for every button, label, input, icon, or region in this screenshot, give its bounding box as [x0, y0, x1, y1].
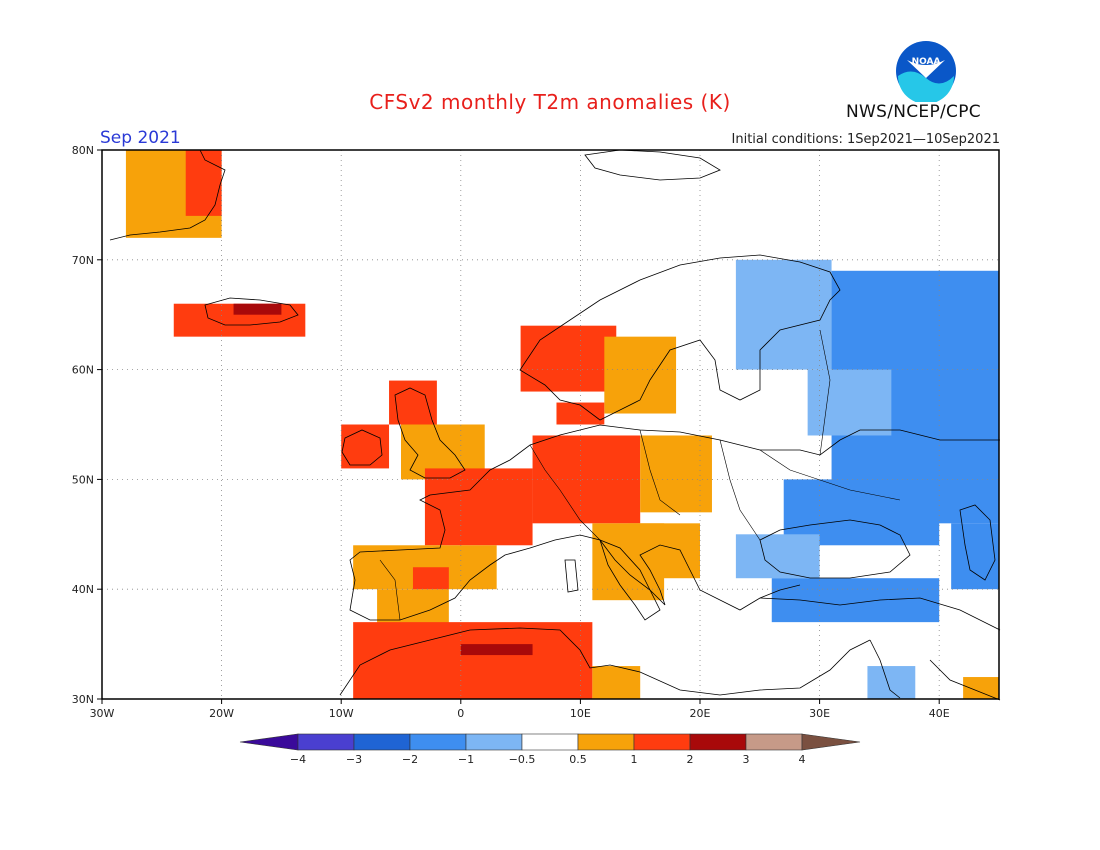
- colorbar-segment: [297, 733, 355, 751]
- noaa-logo-text: NOAA: [912, 57, 941, 67]
- agency-label: NWS/NCEP/CPC: [846, 102, 981, 122]
- colorbar-tick-label: −4: [290, 753, 306, 766]
- anomaly-cell-25: [735, 534, 820, 579]
- anomaly-cell-27: [951, 523, 999, 590]
- anomaly-cell-8: [604, 336, 677, 414]
- colorbar-tick-label: 0.5: [569, 753, 587, 766]
- map-title: CFSv2 monthly T2m anomalies (K): [369, 90, 731, 114]
- anomaly-cells: [125, 150, 999, 699]
- anomaly-cell-21: [735, 259, 832, 370]
- anomaly-cell-29: [963, 677, 999, 699]
- colorbar-segment: [745, 733, 803, 751]
- colorbar-min-arrow: [239, 733, 299, 751]
- colorbar-tick-label: 1: [631, 753, 638, 766]
- anomaly-cell-15: [412, 567, 449, 590]
- colorbar: −4 −3 −2 −1 −0.5 0.5 1 2 3 4: [239, 733, 861, 766]
- colorbar-tick-label: 4: [799, 753, 806, 766]
- colorbar-tick-label: −1: [458, 753, 474, 766]
- lat-tick-label: 50N: [72, 473, 94, 486]
- colorbar-tick-label: −2: [402, 753, 418, 766]
- lat-tick-label: 60N: [72, 364, 94, 377]
- colorbar-tick-label: −3: [346, 753, 362, 766]
- colorbar-segment: [689, 733, 747, 751]
- colorbar-max-arrow: [801, 733, 861, 751]
- month-label: Sep 2021: [100, 128, 181, 148]
- anomaly-cell-23: [807, 369, 892, 436]
- colorbar-segment: [409, 733, 467, 751]
- colorbar-segment: [633, 733, 691, 751]
- lat-tick-label: 40N: [72, 583, 94, 596]
- lon-tick-label: 20E: [690, 707, 711, 720]
- lon-tick-label: 40E: [929, 707, 950, 720]
- colorbar-tick-label: 3: [743, 753, 750, 766]
- initial-conditions-label: Initial conditions: 1Sep2021—10Sep2021: [731, 132, 1000, 147]
- anomaly-cell-17: [628, 523, 700, 579]
- lon-tick-label: 10W: [329, 707, 354, 720]
- lat-tick-label: 80N: [72, 144, 94, 157]
- anomaly-cell-4: [389, 380, 437, 425]
- lon-tick-label: 20W: [209, 707, 234, 720]
- anomaly-cell-18: [353, 622, 593, 699]
- axis-ticks: 30N 40N 50N 60N 70N 80N 30W 20W 10W 0 10E 20E 30E 40E: [72, 144, 950, 720]
- anomaly-cell-10: [424, 468, 533, 546]
- anomaly-cell-20: [592, 666, 641, 699]
- anomaly-cell-11: [532, 435, 641, 524]
- lat-tick-label: 30N: [72, 693, 94, 706]
- anomaly-cell-7: [520, 325, 617, 392]
- colorbar-segment: [521, 733, 579, 751]
- lon-tick-label: 0: [457, 707, 464, 720]
- lon-tick-label: 30E: [809, 707, 830, 720]
- lat-tick-label: 70N: [72, 254, 94, 267]
- colorbar-segment: [353, 733, 411, 751]
- anomaly-cell-3: [233, 303, 282, 315]
- colorbar-segment: [465, 733, 523, 751]
- colorbar-tick-label: −0.5: [509, 753, 536, 766]
- colorbar-segment: [577, 733, 635, 751]
- anomaly-cell-1: [185, 150, 222, 216]
- colorbar-tick-label: 2: [687, 753, 694, 766]
- coastlines: [109, 149, 1001, 701]
- noaa-logo-icon: NOAA: [895, 40, 957, 106]
- anomaly-cell-12: [640, 435, 712, 513]
- anomaly-cell-9: [556, 402, 605, 425]
- lon-tick-label: 30W: [90, 707, 115, 720]
- anomaly-cell-19: [460, 644, 533, 656]
- lon-tick-label: 10E: [570, 707, 591, 720]
- map-frame: [101, 149, 1000, 700]
- anomaly-cell-28: [867, 666, 916, 699]
